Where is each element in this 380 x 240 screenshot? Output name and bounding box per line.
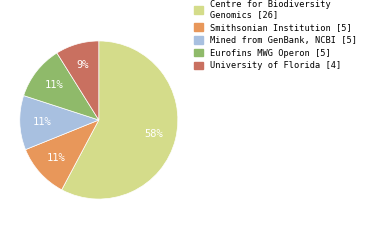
Text: 11%: 11% [47,153,66,163]
Text: 11%: 11% [33,117,51,127]
Text: 9%: 9% [77,60,89,70]
Wedge shape [24,53,99,120]
Wedge shape [62,41,178,199]
Wedge shape [25,120,99,190]
Legend: Centre for Biodiversity
Genomics [26], Smithsonian Institution [5], Mined from G: Centre for Biodiversity Genomics [26], S… [194,0,357,70]
Text: 11%: 11% [44,80,63,90]
Wedge shape [57,41,99,120]
Text: 58%: 58% [145,129,163,139]
Wedge shape [20,96,99,150]
